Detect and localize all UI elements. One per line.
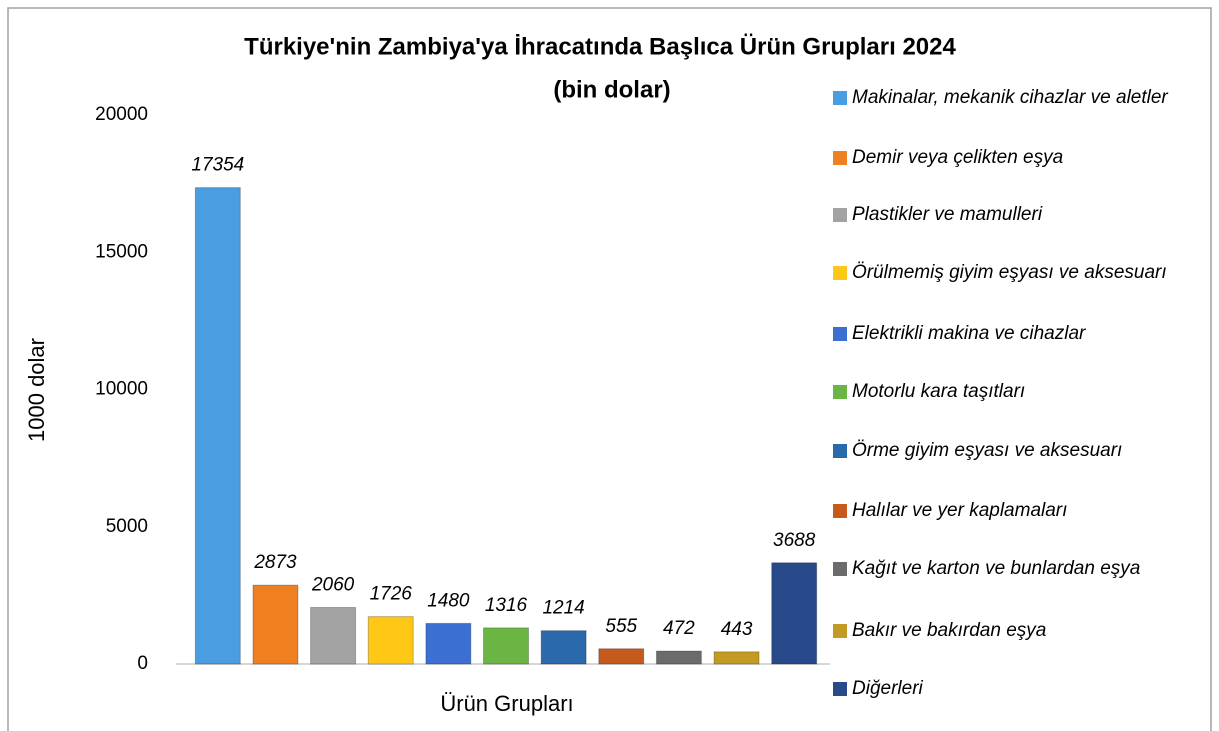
legend-item: Kağıt ve karton ve bunlardan eşya	[833, 553, 1205, 584]
legend-swatch	[833, 385, 847, 399]
legend-label: Elektrikli makina ve cihazlar	[852, 323, 1086, 344]
legend-swatch	[833, 327, 847, 341]
chart-subtitle: (bin dolar)	[553, 76, 670, 103]
data-label: 443	[721, 619, 753, 640]
bar	[713, 651, 760, 665]
data-label: 3688	[773, 530, 816, 551]
bar	[540, 630, 587, 665]
legend-swatch	[833, 444, 847, 458]
bar	[598, 648, 645, 665]
legend-label: Plastikler ve mamulleri	[852, 204, 1043, 225]
data-label: 17354	[191, 155, 244, 176]
bar	[425, 622, 472, 665]
legend-item: Motorlu kara taşıtları	[833, 376, 1205, 407]
y-tick-label: 5000	[106, 516, 148, 537]
x-axis-title: Ürün Grupları	[440, 691, 573, 716]
data-label: 1480	[427, 590, 470, 611]
bar	[252, 584, 299, 665]
data-label: 1726	[370, 584, 413, 605]
legend-swatch	[833, 208, 847, 222]
legend-label: Örülmemiş giyim eşyası ve aksesuarı	[852, 262, 1167, 283]
legend-label: Kağıt ve karton ve bunlardan eşya	[852, 558, 1141, 579]
y-tick-label: 10000	[95, 379, 148, 400]
y-tick-label: 0	[137, 653, 148, 674]
legend-swatch	[833, 91, 847, 105]
data-label: 2060	[311, 574, 355, 595]
data-label: 555	[605, 616, 637, 637]
legend-swatch	[833, 504, 847, 518]
y-tick-label: 20000	[95, 104, 148, 125]
data-label: 472	[663, 618, 695, 639]
bar	[771, 562, 818, 665]
legend-swatch	[833, 266, 847, 280]
legend-swatch	[833, 151, 847, 165]
legend-label: Demir veya çelikten eşya	[852, 147, 1064, 168]
legend-item: Örme giyim eşyası ve aksesuarı	[833, 435, 1205, 466]
legend-item: Bakır ve bakırdan eşya	[833, 615, 1205, 646]
legend-label: Motorlu kara taşıtları	[852, 381, 1026, 402]
legend-item: Plastikler ve mamulleri	[833, 199, 1205, 230]
data-label: 2873	[253, 552, 297, 573]
legend-label: Bakır ve bakırdan eşya	[852, 620, 1047, 641]
legend-item: Diğerleri	[833, 673, 1205, 704]
bar	[483, 627, 529, 665]
data-label: 1316	[485, 595, 528, 616]
legend-item: Halılar ve yer kaplamaları	[833, 495, 1205, 526]
legend-label: Makinalar, mekanik cihazlar ve aletler	[852, 87, 1168, 108]
legend-label: Diğerleri	[852, 678, 923, 699]
legend-label: Halılar ve yer kaplamaları	[852, 500, 1068, 521]
bar	[310, 606, 357, 665]
legend-swatch	[833, 682, 847, 696]
legend-swatch	[833, 562, 847, 576]
legend-item: Demir veya çelikten eşya	[833, 142, 1205, 173]
legend-label: Örme giyim eşyası ve aksesuarı	[852, 440, 1123, 461]
y-axis-title: 1000 dolar	[24, 338, 49, 442]
legend-swatch	[833, 624, 847, 638]
bar	[194, 187, 241, 665]
bar	[655, 650, 702, 665]
data-label: 1214	[542, 598, 584, 619]
legend-item: Örülmemiş giyim eşyası ve aksesuarı	[833, 257, 1205, 288]
bar	[367, 616, 414, 665]
y-tick-label: 15000	[95, 241, 148, 262]
legend-item: Makinalar, mekanik cihazlar ve aletler	[833, 82, 1205, 113]
chart-title: Türkiye'nin Zambiya'ya İhracatında Başlı…	[244, 33, 956, 60]
legend-item: Elektrikli makina ve cihazlar	[833, 318, 1205, 349]
